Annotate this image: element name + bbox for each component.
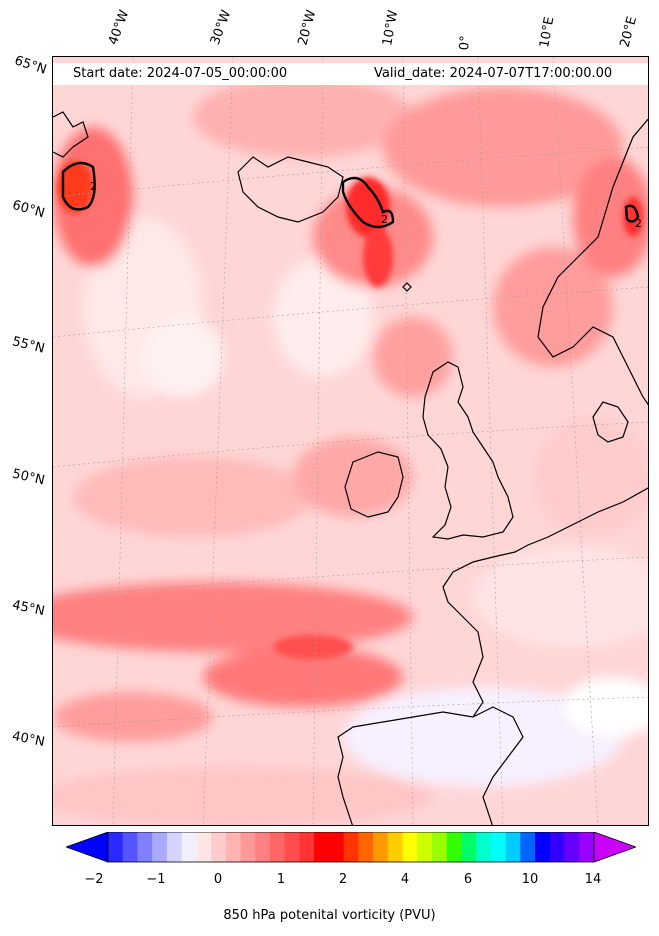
colorbar-cell [196, 832, 212, 862]
colorbar-tick-10: 10 [521, 872, 539, 887]
coast-faroe [402, 282, 412, 292]
coast-norway [537, 118, 648, 406]
colorbar-cell [270, 832, 286, 862]
colorbar-cell [402, 832, 418, 862]
pv-field-structure [53, 77, 648, 825]
colorbar-cell [476, 832, 492, 862]
lat-label-45n: 45°N [10, 597, 46, 620]
colorbar-cell [240, 832, 256, 862]
colorbar-cell [284, 832, 300, 862]
colorbar-cell [373, 832, 389, 862]
lat-label-60n: 60°N [10, 197, 47, 222]
lon-label-10e: 10°E [537, 15, 558, 49]
lat-label-65n: 65°N [12, 53, 49, 78]
coastlines [53, 111, 648, 825]
colorbar-cell [328, 832, 345, 862]
colorbar-cell [225, 832, 242, 862]
colorbar-cell [166, 832, 183, 862]
pv-contour-west [61, 161, 96, 211]
colorbar-tick-neg2: −2 [84, 872, 104, 887]
valid-date-label: Valid_date: 2024-07-07T17:00:00.00 [374, 66, 613, 81]
coast-denmark [592, 401, 629, 443]
colorbar-cell [122, 832, 138, 862]
colorbar-tick-4: 4 [400, 872, 410, 887]
lon-label-20w: 20°W [295, 8, 320, 47]
pv-2-contours [61, 161, 640, 229]
colorbar-cell [446, 832, 462, 862]
coast-ireland [344, 451, 404, 518]
colorbar-cell [549, 832, 566, 862]
colorbar-cell [461, 832, 477, 862]
pv-field-map: 2 2 2 [53, 57, 648, 825]
colorbar-cell [490, 832, 507, 862]
colorbar-tick-6: 6 [463, 872, 473, 887]
graticule-lines [53, 57, 648, 825]
colorbar-label: 850 hPa potenital vorticity (PVU) [223, 908, 436, 923]
pv-contour-norway [624, 204, 640, 223]
colorbar-cell [255, 832, 271, 862]
lon-label-20e: 20°E [617, 14, 641, 50]
lon-label-30w: 30°W [207, 8, 235, 47]
colorbar-cells [66, 832, 636, 863]
colorbar-cell [564, 832, 580, 862]
lat-label-50n: 50°N [10, 466, 47, 489]
colorbar-cell [579, 832, 595, 862]
colorbar-cell [432, 832, 448, 862]
colorbar-tick-2: 2 [338, 872, 348, 887]
colorbar-tick-neg1: −1 [146, 872, 166, 887]
colorbar-cell [152, 832, 168, 862]
colorbar-extend-high [593, 832, 636, 863]
coast-iceland [237, 156, 344, 223]
header-strip [53, 63, 648, 85]
colorbar-tick-0: 0 [213, 872, 223, 887]
colorbar-cell [358, 832, 374, 862]
lat-label-55n: 55°N [10, 334, 47, 357]
coast-greenland [53, 111, 89, 158]
coast-great-britain [422, 361, 514, 540]
colorbar-outline [107, 832, 595, 863]
colorbar-cell [108, 832, 124, 862]
colorbar-extend-low [66, 832, 109, 863]
lat-label-40n: 40°N [10, 729, 46, 750]
colorbar-cell [343, 832, 359, 862]
colorbar-tick-14: 14 [584, 872, 602, 887]
colorbar-cell [299, 832, 315, 862]
contour-label-norway: 2 [635, 217, 642, 230]
lon-label-40w: 40°W [105, 8, 133, 47]
map-plot-area: 2 2 2 [52, 56, 649, 826]
coast-iberia [337, 711, 474, 825]
start-date-label: Start date: 2024-07-05_00:00:00 [73, 66, 288, 81]
contour-label-iceland: 2 [381, 213, 388, 226]
colorbar-tick-1: 1 [276, 872, 286, 887]
colorbar-cell [211, 832, 227, 862]
colorbar-cell [387, 832, 404, 862]
colorbar [66, 832, 636, 863]
contour-label-west: 2 [90, 180, 97, 193]
colorbar-cell [417, 832, 433, 862]
pv-maxima [57, 161, 643, 659]
coast-med [472, 706, 524, 825]
colorbar-cell [505, 832, 521, 862]
lon-label-10w: 10°W [380, 9, 402, 48]
colorbar-cell [535, 832, 551, 862]
coast-france [442, 487, 648, 718]
colorbar-cell [137, 832, 153, 862]
colorbar-cell [181, 832, 197, 862]
colorbar-cell [314, 832, 330, 862]
pv-contour-iceland [341, 176, 395, 229]
colorbar-cell [520, 832, 536, 862]
lon-label-0: 0° [457, 34, 474, 51]
